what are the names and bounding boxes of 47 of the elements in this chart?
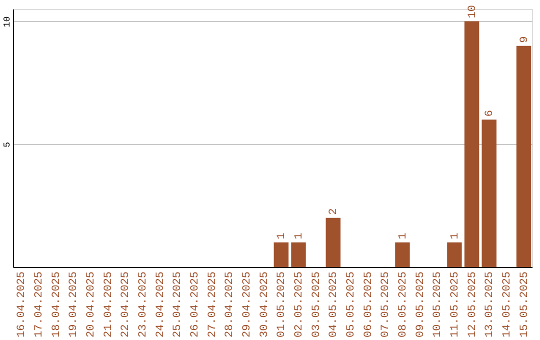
- data-label: 1: [276, 232, 288, 240]
- x-tick-label: 15.05.2025: [518, 272, 531, 338]
- data-label: 1: [293, 232, 306, 240]
- x-tick-label: 03.05.2025: [310, 272, 323, 338]
- x-tick-label: 29.04.2025: [242, 272, 254, 338]
- bar: [516, 46, 532, 267]
- x-tick-label: 25.04.2025: [172, 272, 184, 338]
- x-tick-label: 10.05.2025: [432, 272, 444, 338]
- bar: [274, 242, 289, 267]
- x-tick-label: 22.04.2025: [120, 272, 132, 338]
- bar: [395, 242, 410, 267]
- data-label: 1: [449, 232, 462, 240]
- bar: [291, 242, 306, 267]
- x-tick-label: 13.05.2025: [484, 272, 496, 338]
- data-label: 6: [484, 110, 496, 117]
- x-tick-label: 17.04.2025: [34, 272, 46, 338]
- y-tick-label: 5: [2, 142, 12, 148]
- x-tick-label: 19.04.2025: [68, 272, 80, 338]
- x-tick-label: 05.05.2025: [345, 272, 358, 338]
- bar: [482, 120, 496, 267]
- x-tick-label: 07.05.2025: [380, 272, 392, 338]
- x-tick-label: 06.05.2025: [362, 272, 375, 338]
- x-tick-label: 08.05.2025: [397, 272, 410, 338]
- bar: [326, 218, 341, 267]
- x-tick-label: 30.04.2025: [258, 272, 271, 338]
- x-tick-label: 23.04.2025: [138, 272, 150, 338]
- x-tick-label: 02.05.2025: [293, 272, 306, 338]
- data-label: 2: [328, 208, 340, 215]
- data-label: 9: [518, 36, 531, 43]
- data-label: 1: [397, 232, 410, 240]
- x-tick-label: 14.05.2025: [501, 272, 514, 338]
- x-tick-label: 11.05.2025: [449, 272, 462, 338]
- x-tick-label: 26.04.2025: [190, 272, 202, 338]
- bar: [464, 21, 480, 267]
- x-tick-label: 09.05.2025: [414, 272, 427, 338]
- bar: [447, 242, 462, 267]
- x-tick-label: 27.04.2025: [206, 272, 219, 338]
- x-tick-label: 21.04.2025: [102, 272, 115, 338]
- x-tick-label: 12.05.2025: [466, 272, 479, 338]
- x-tick-label: 16.04.2025: [16, 272, 28, 338]
- x-tick-label: 01.05.2025: [276, 272, 288, 338]
- data-label: 10: [466, 5, 479, 18]
- x-tick-label: 18.04.2025: [50, 272, 63, 338]
- x-tick-label: 04.05.2025: [328, 272, 340, 338]
- x-tick-label: 28.04.2025: [224, 272, 236, 338]
- x-tick-label: 20.04.2025: [86, 272, 98, 338]
- x-tick-label: 24.04.2025: [154, 272, 167, 338]
